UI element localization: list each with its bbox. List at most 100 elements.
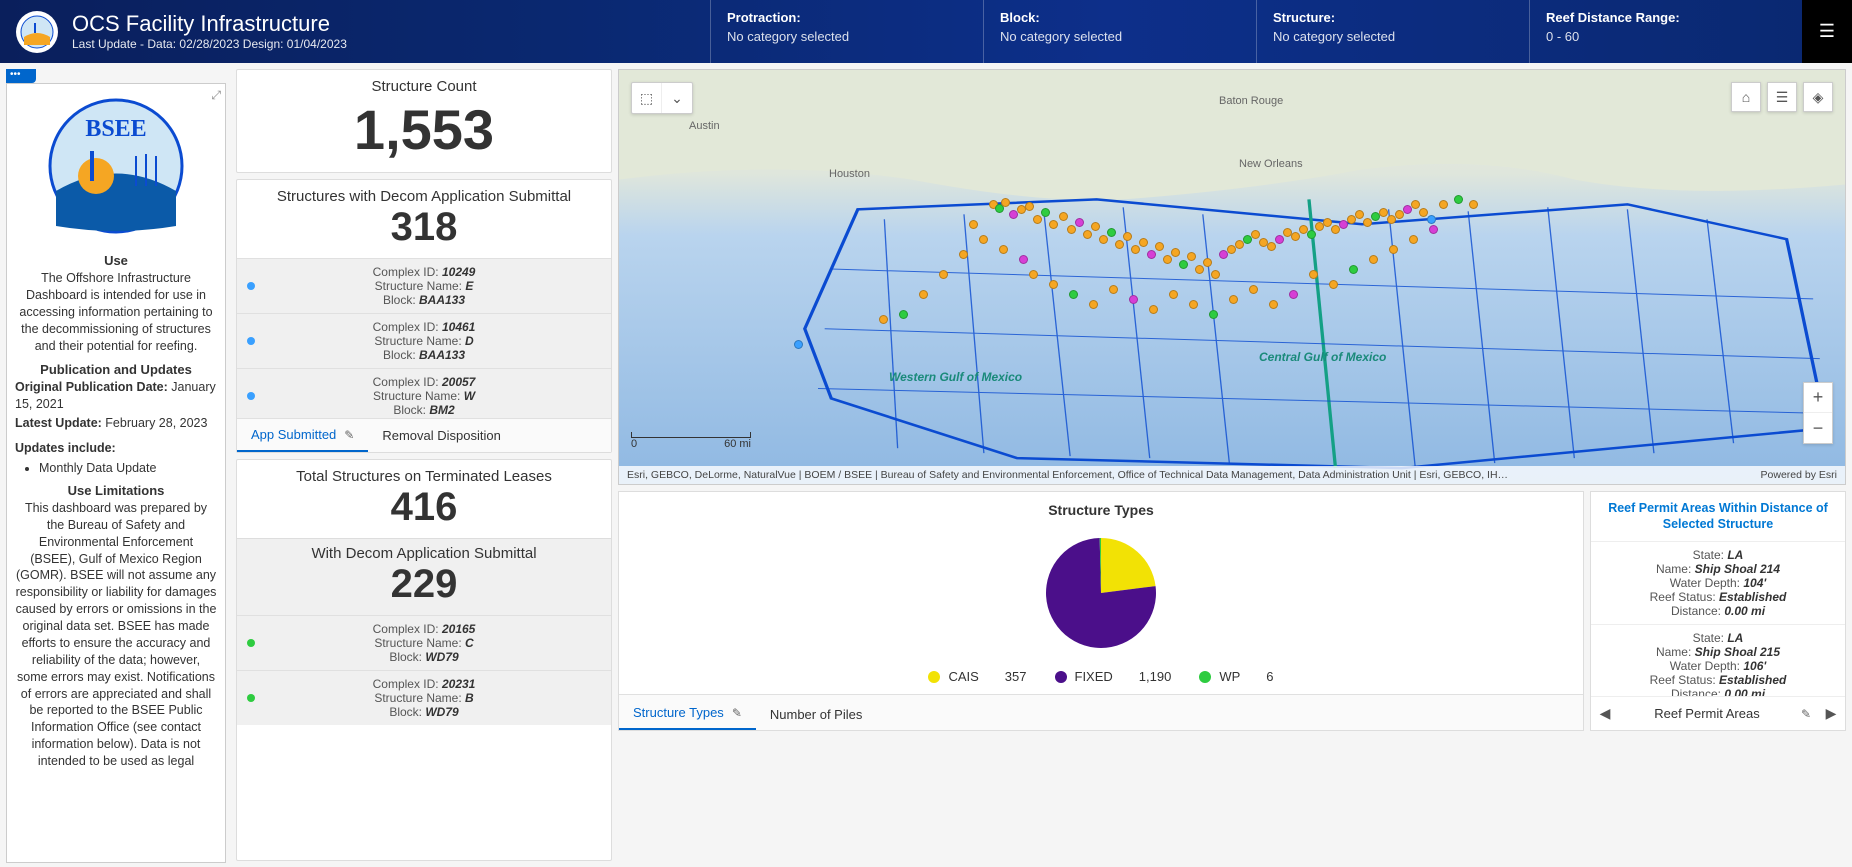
map-point[interactable] [899, 310, 908, 319]
map-point[interactable] [1419, 208, 1428, 217]
expand-icon[interactable]: ⤢ [211, 88, 221, 103]
reef-list[interactable]: State: LA Name: Ship Shoal 214 Water Dep… [1591, 541, 1845, 697]
map-point[interactable] [1369, 255, 1378, 264]
map-point[interactable] [1229, 295, 1238, 304]
map-point[interactable] [1155, 242, 1164, 251]
map-point[interactable] [1189, 300, 1198, 309]
map-point[interactable] [1091, 222, 1100, 231]
map-point[interactable] [1069, 290, 1078, 299]
map-point[interactable] [1001, 198, 1010, 207]
list-item[interactable]: Complex ID: 20231 Structure Name: B Bloc… [237, 670, 611, 725]
chevron-down-icon[interactable]: ⌄ [662, 83, 692, 113]
tab-removal-disposition[interactable]: Removal Disposition [368, 419, 515, 452]
map-point[interactable] [1251, 230, 1260, 239]
filter-block[interactable]: Block: No category selected [983, 0, 1256, 63]
map-point[interactable] [1059, 212, 1068, 221]
pencil-icon[interactable]: ✎ [1801, 707, 1811, 721]
map-point[interactable] [1429, 225, 1438, 234]
filter-reef-distance[interactable]: Reef Distance Range: 0 - 60 [1529, 0, 1802, 63]
map-point[interactable] [1323, 218, 1332, 227]
list-item[interactable]: Complex ID: 20057 Structure Name: W Bloc… [237, 368, 611, 418]
map-point[interactable] [1309, 270, 1318, 279]
map-point[interactable] [1427, 215, 1436, 224]
map-point[interactable] [1379, 208, 1388, 217]
map-point[interactable] [1363, 218, 1372, 227]
legend-item[interactable]: FIXED1,190 [1055, 669, 1172, 684]
list-item[interactable]: Complex ID: 10249 Structure Name: E Bloc… [237, 258, 611, 313]
pie-slice[interactable] [1101, 538, 1156, 593]
map-point[interactable] [1267, 242, 1276, 251]
layers-button[interactable]: ◈ [1803, 82, 1833, 112]
reef-item[interactable]: State: LA Name: Ship Shoal 214 Water Dep… [1591, 541, 1845, 624]
map-point[interactable] [1171, 248, 1180, 257]
decom-list[interactable]: Complex ID: 10249 Structure Name: E Bloc… [237, 258, 611, 418]
map-point[interactable] [1049, 280, 1058, 289]
map-point[interactable] [1115, 240, 1124, 249]
map-point[interactable] [1329, 280, 1338, 289]
map-point[interactable] [959, 250, 968, 259]
map-point[interactable] [1083, 230, 1092, 239]
map-point[interactable] [1409, 235, 1418, 244]
tab-app-submitted[interactable]: App Submitted✎ [237, 419, 368, 452]
home-button[interactable]: ⌂ [1731, 82, 1761, 112]
map[interactable]: AustinHoustonBaton RougeNew Orleans West… [618, 69, 1846, 485]
map-point[interactable] [1075, 218, 1084, 227]
filter-protraction[interactable]: Protraction: No category selected [710, 0, 983, 63]
legend-button[interactable]: ☰ [1767, 82, 1797, 112]
list-item[interactable]: Complex ID: 10461 Structure Name: D Bloc… [237, 313, 611, 368]
map-point[interactable] [1307, 230, 1316, 239]
map-point[interactable] [794, 340, 803, 349]
list-item[interactable]: Complex ID: 20165 Structure Name: C Bloc… [237, 615, 611, 670]
map-point[interactable] [1025, 202, 1034, 211]
map-point[interactable] [1123, 232, 1132, 241]
map-point[interactable] [879, 315, 888, 324]
select-icon[interactable]: ⬚ [632, 83, 662, 113]
terminated-list[interactable]: Complex ID: 20165 Structure Name: C Bloc… [237, 615, 611, 775]
map-point[interactable] [1469, 200, 1478, 209]
map-point[interactable] [1203, 258, 1212, 267]
map-point[interactable] [919, 290, 928, 299]
map-point[interactable] [1049, 220, 1058, 229]
map-point[interactable] [1041, 208, 1050, 217]
map-point[interactable] [1291, 232, 1300, 241]
map-point[interactable] [1439, 200, 1448, 209]
reef-item[interactable]: State: LA Name: Ship Shoal 215 Water Dep… [1591, 624, 1845, 697]
map-point[interactable] [1349, 265, 1358, 274]
map-point[interactable] [1129, 295, 1138, 304]
map-point[interactable] [1029, 270, 1038, 279]
map-point[interactable] [1289, 290, 1298, 299]
map-point[interactable] [1149, 305, 1158, 314]
tab-number-of-piles[interactable]: Number of Piles [756, 699, 876, 730]
map-point[interactable] [1249, 285, 1258, 294]
map-point[interactable] [1163, 255, 1172, 264]
reef-next-button[interactable]: ▶ [1817, 705, 1845, 722]
menu-button[interactable]: ☰ [1802, 0, 1852, 63]
sidebar-handle[interactable]: ••• [6, 69, 36, 83]
legend-item[interactable]: CAIS357 [928, 669, 1026, 684]
map-point[interactable] [1067, 225, 1076, 234]
map-point[interactable] [1107, 228, 1116, 237]
map-point[interactable] [1179, 260, 1188, 269]
reef-prev-button[interactable]: ◀ [1591, 705, 1619, 722]
map-point[interactable] [1131, 245, 1140, 254]
map-point[interactable] [1147, 250, 1156, 259]
map-point[interactable] [1033, 215, 1042, 224]
tab-structure-types[interactable]: Structure Types✎ [619, 697, 756, 730]
map-point[interactable] [1211, 270, 1220, 279]
zoom-in-button[interactable]: + [1804, 383, 1832, 413]
map-point[interactable] [999, 245, 1008, 254]
filter-structure[interactable]: Structure: No category selected [1256, 0, 1529, 63]
map-point[interactable] [1275, 235, 1284, 244]
map-point[interactable] [1109, 285, 1118, 294]
map-point[interactable] [939, 270, 948, 279]
map-point[interactable] [1139, 238, 1148, 247]
map-point[interactable] [1089, 300, 1098, 309]
map-point[interactable] [1355, 210, 1364, 219]
map-point[interactable] [1195, 265, 1204, 274]
map-point[interactable] [1187, 252, 1196, 261]
map-point[interactable] [969, 220, 978, 229]
map-point[interactable] [1169, 290, 1178, 299]
map-point[interactable] [1411, 200, 1420, 209]
legend-item[interactable]: WP6 [1199, 669, 1273, 684]
map-point[interactable] [1389, 245, 1398, 254]
